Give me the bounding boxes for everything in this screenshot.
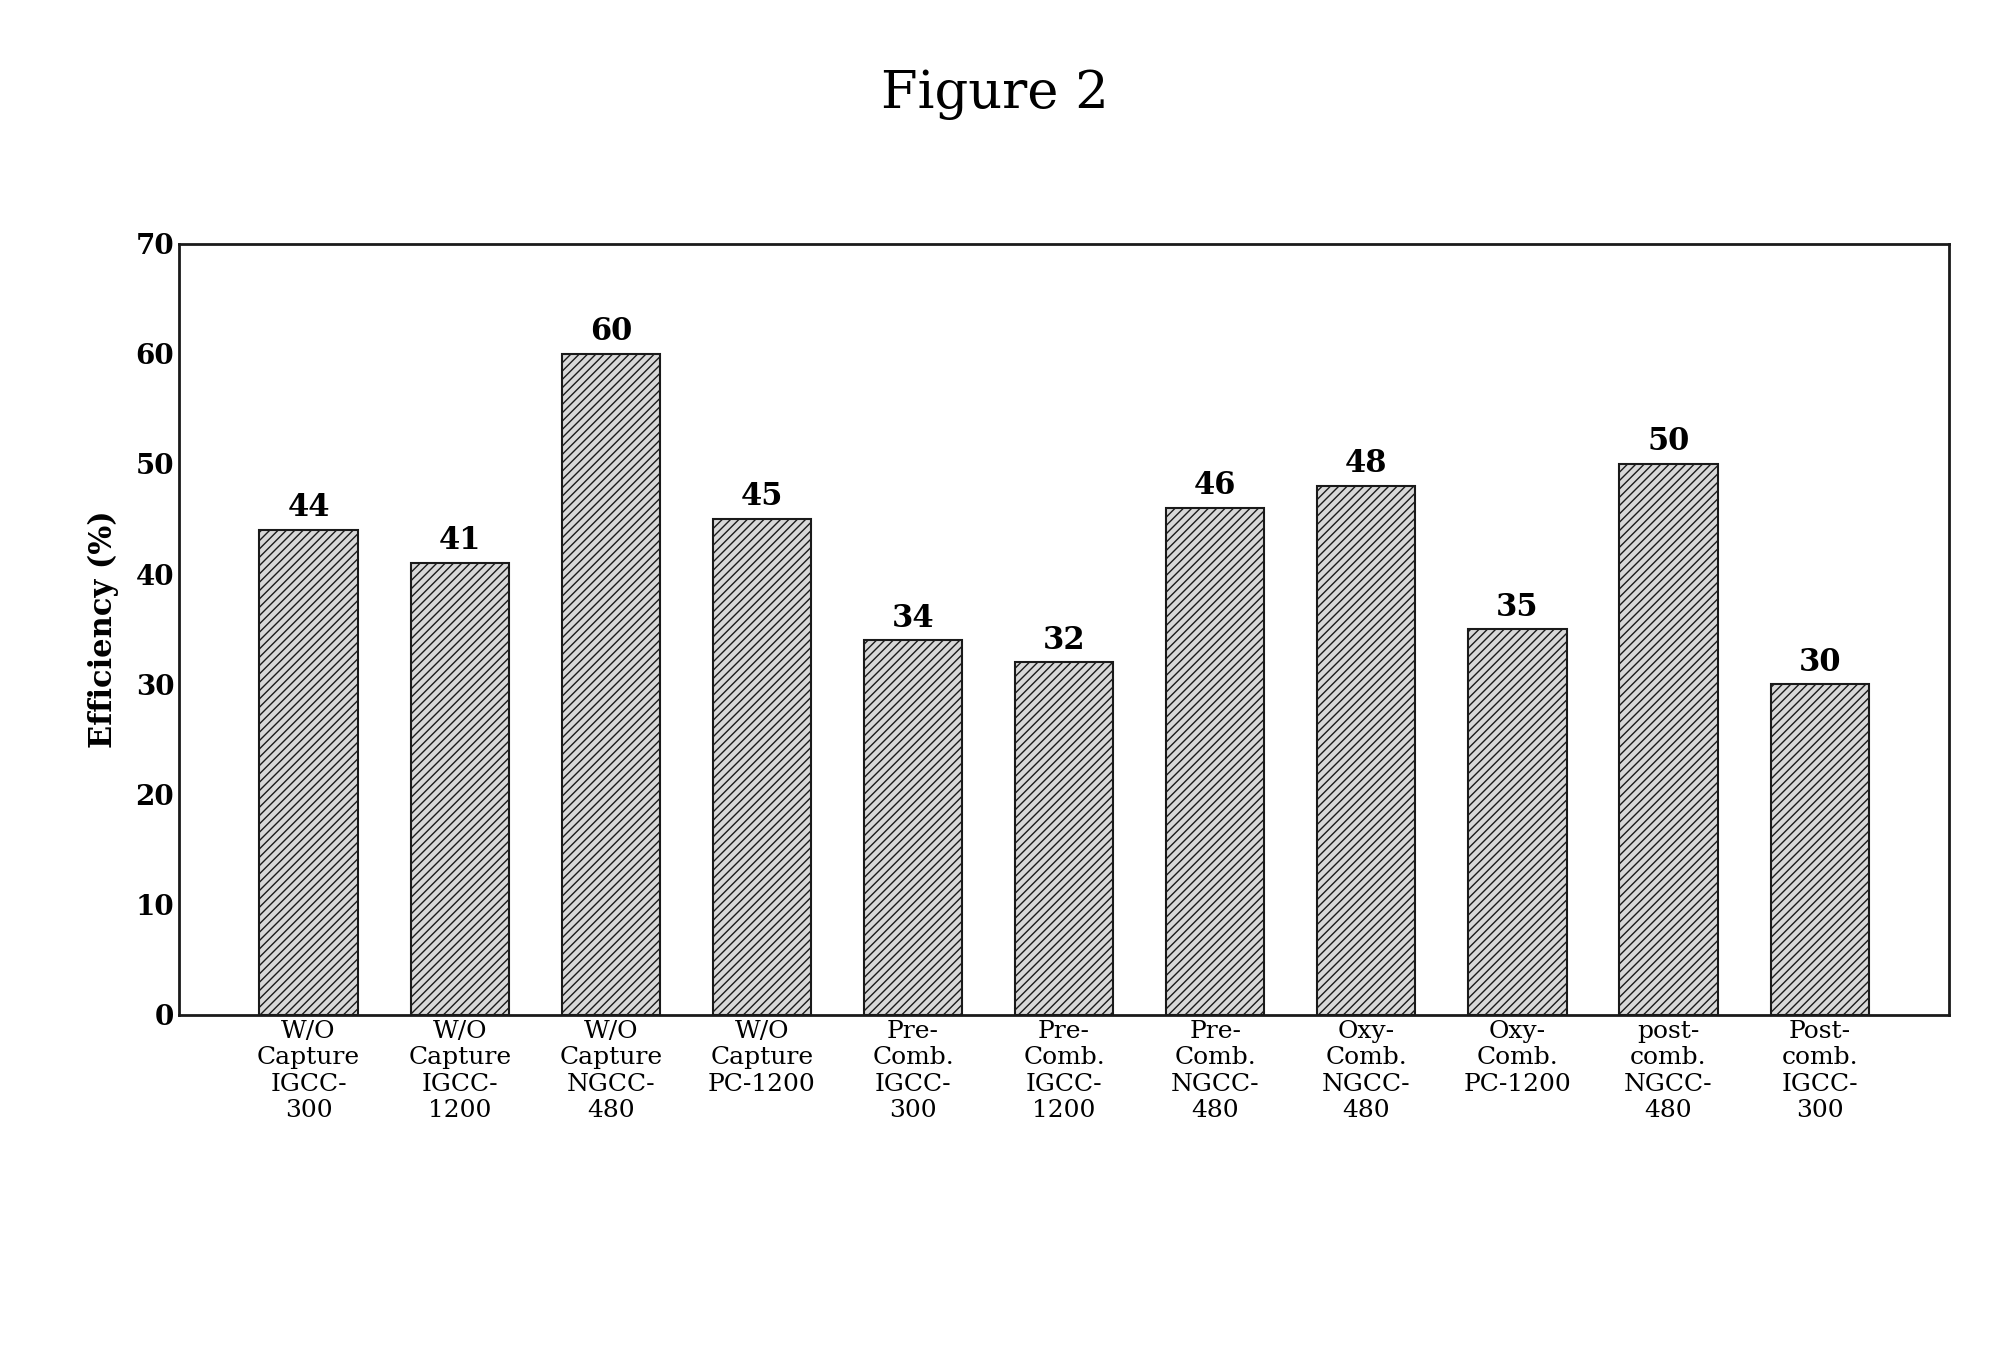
Text: 35: 35 bbox=[1496, 591, 1539, 622]
Text: 46: 46 bbox=[1193, 471, 1237, 502]
Text: 32: 32 bbox=[1042, 625, 1086, 656]
Text: Figure 2: Figure 2 bbox=[881, 69, 1108, 120]
Bar bbox=[1166, 507, 1265, 1015]
Bar bbox=[259, 530, 358, 1015]
Bar bbox=[1468, 629, 1567, 1015]
Text: 48: 48 bbox=[1345, 448, 1388, 479]
Text: 60: 60 bbox=[589, 317, 633, 348]
Text: 45: 45 bbox=[740, 482, 784, 513]
Text: 41: 41 bbox=[438, 525, 481, 556]
Text: 30: 30 bbox=[1798, 647, 1842, 678]
Bar bbox=[561, 353, 660, 1015]
Y-axis label: Efficiency (%): Efficiency (%) bbox=[88, 510, 119, 748]
Bar bbox=[1014, 662, 1114, 1015]
Text: 44: 44 bbox=[286, 492, 330, 524]
Text: 50: 50 bbox=[1647, 426, 1691, 457]
Bar bbox=[1619, 464, 1718, 1015]
Text: 34: 34 bbox=[891, 602, 935, 633]
Bar bbox=[1770, 685, 1870, 1015]
Bar bbox=[1317, 486, 1416, 1015]
Bar bbox=[863, 640, 963, 1015]
Bar bbox=[712, 520, 812, 1015]
Bar bbox=[410, 563, 509, 1015]
